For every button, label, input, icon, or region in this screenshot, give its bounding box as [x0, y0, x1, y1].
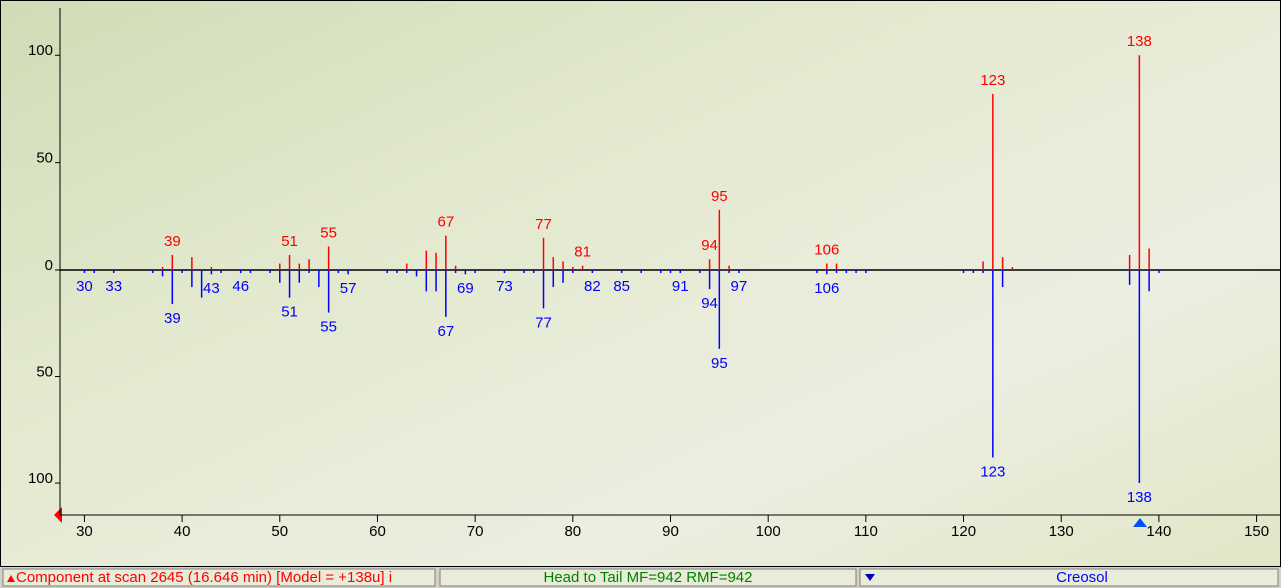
status-text: Head to Tail MF=942 RMF=942: [544, 569, 753, 586]
x-tick-label: 70: [467, 523, 484, 540]
y2-tick-label: 100: [28, 470, 53, 487]
y2-tick-label: 50: [36, 363, 53, 380]
status-bar: Component at scan 2645 (16.646 min) [Mod…: [0, 567, 1281, 588]
peak-label: 94: [701, 295, 718, 312]
peak-label: 106: [814, 242, 839, 259]
y-tick-label: 100: [28, 42, 53, 59]
peak-label: 85: [613, 278, 630, 295]
peak-label: 39: [164, 310, 181, 327]
x-tick-label: 110: [854, 523, 878, 540]
peak-label: 123: [980, 463, 1005, 480]
peak-label: 77: [535, 314, 552, 331]
peak-label: 30: [76, 278, 93, 295]
peak-label: 67: [437, 214, 454, 231]
y-tick-label: 0: [45, 257, 53, 274]
x-tick-label: 30: [76, 523, 93, 540]
library-name[interactable]: Creosol: [1056, 569, 1108, 586]
peak-label: 81: [574, 244, 591, 261]
y-tick-label: 50: [36, 150, 53, 167]
x-tick-label: 150: [1244, 523, 1269, 540]
peak-label: 39: [164, 233, 181, 250]
peak-label: 97: [731, 278, 748, 295]
peak-label: 51: [281, 233, 298, 250]
peak-label: 67: [437, 323, 454, 340]
peak-label: 43: [203, 280, 220, 297]
spectrum-window: Component at scan 2645 (16.646 min) [Mod…: [0, 0, 1281, 588]
status-text: Component at scan 2645 (16.646 min) [Mod…: [16, 569, 392, 586]
x-tick-label: 60: [369, 523, 386, 540]
peak-label: 138: [1127, 489, 1152, 506]
peak-label: 73: [496, 278, 513, 295]
peak-label: 55: [320, 224, 337, 241]
peak-label: 57: [340, 280, 357, 297]
peak-label: 46: [232, 278, 249, 295]
background: [0, 0, 1281, 588]
x-tick-label: 80: [564, 523, 581, 540]
x-tick-label: 120: [951, 523, 976, 540]
x-tick-label: 140: [1146, 523, 1171, 540]
peak-label: 51: [281, 304, 298, 321]
x-tick-label: 90: [662, 523, 679, 540]
x-tick-label: 130: [1049, 523, 1074, 540]
peak-label: 123: [980, 72, 1005, 89]
x-tick-label: 50: [271, 523, 288, 540]
x-tick-label: 40: [174, 523, 191, 540]
peak-label: 91: [672, 278, 689, 295]
peak-label: 82: [584, 278, 601, 295]
peak-label: 77: [535, 216, 552, 233]
peak-label: 69: [457, 280, 474, 297]
peak-label: 95: [711, 355, 728, 372]
peak-label: 94: [701, 237, 718, 254]
peak-label: 33: [105, 278, 122, 295]
peak-label: 138: [1127, 33, 1152, 50]
peak-label: 95: [711, 188, 728, 205]
peak-label: 106: [814, 280, 839, 297]
x-tick-label: 100: [756, 523, 781, 540]
peak-label: 55: [320, 319, 337, 336]
